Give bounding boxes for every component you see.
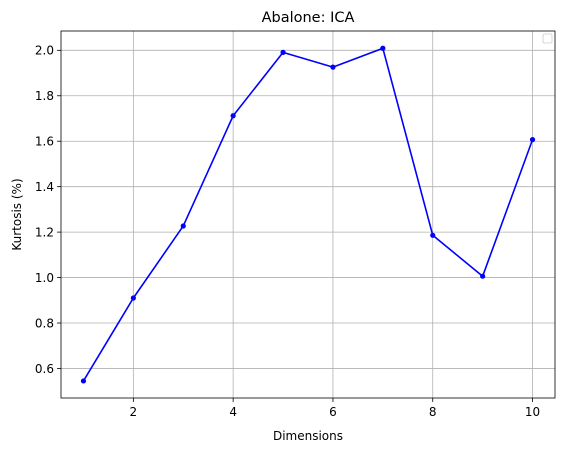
y-axis-label: Kurtosis (%): [10, 178, 24, 250]
data-point: [80, 378, 87, 384]
grid: [61, 31, 555, 398]
series-layer: [80, 45, 536, 384]
data-point: [130, 295, 136, 301]
data-point: [330, 64, 336, 70]
data-point: [180, 223, 186, 229]
y-tick-label: 0.8: [35, 316, 54, 330]
data-point: [380, 45, 386, 51]
y-tick-label: 1.4: [35, 180, 54, 194]
series-line: [82, 47, 534, 382]
y-tick-label: 1.6: [35, 135, 54, 149]
data-point: [280, 49, 286, 55]
y-tick-label: 2.0: [35, 44, 54, 58]
y-tick-label: 0.6: [35, 362, 54, 376]
legend-box: [542, 33, 553, 44]
y-tick-label: 1.8: [35, 89, 54, 103]
chart-title: Abalone: ICA: [262, 10, 355, 26]
x-tick-label: 4: [229, 405, 237, 419]
tick-layer: 2 4 6 8 10 0.6 0.8 1.0 1.2 1.4 1.6 1.8 2.0: [35, 44, 540, 419]
data-point: [230, 113, 236, 119]
data-point: [529, 137, 536, 143]
x-tick-label: 8: [429, 405, 437, 419]
x-tick-label: 6: [329, 405, 337, 419]
y-tick-label: 1.2: [35, 225, 54, 239]
legend: [542, 33, 553, 44]
x-tick-label: 2: [130, 405, 138, 419]
x-axis-label: Dimensions: [273, 429, 343, 443]
x-tick-label: 10: [525, 405, 540, 419]
data-point: [480, 273, 486, 279]
plot-frame: [60, 30, 556, 399]
y-tick-label: 1.0: [35, 271, 54, 285]
data-point: [430, 232, 436, 238]
